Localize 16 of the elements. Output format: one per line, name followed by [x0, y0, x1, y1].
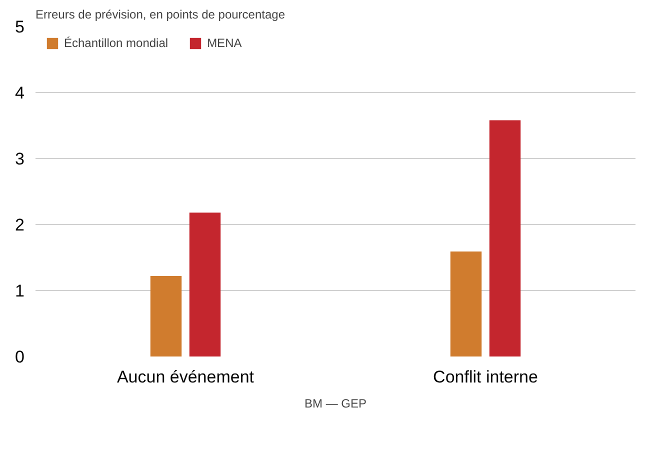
y-tick-label: 1 [15, 282, 25, 300]
y-tick-label: 2 [15, 216, 25, 234]
y-tick-label: 5 [15, 18, 25, 36]
x-tick-label: Aucun événement [116, 368, 254, 386]
y-tick-label: 0 [15, 348, 25, 366]
y-tick-label: 3 [15, 150, 25, 168]
y-axis-title: Erreurs de prévision, en points de pourcentage [36, 8, 286, 22]
bar [150, 276, 182, 356]
y-tick-label: 4 [15, 84, 25, 102]
x-tick-label: Conflit interne [433, 368, 538, 386]
bar [489, 120, 521, 356]
bar [450, 252, 482, 356]
bar [189, 212, 221, 356]
text: BM — GEP [304, 396, 367, 410]
legend-label: Échantillon mondial [64, 36, 168, 50]
legend-label: MENA [207, 36, 242, 50]
